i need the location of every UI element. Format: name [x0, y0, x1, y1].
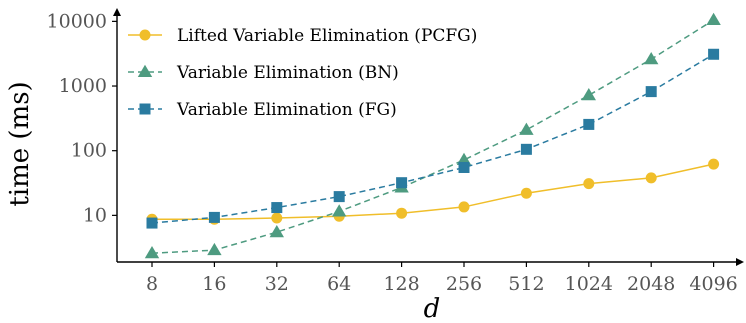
series-layer — [144, 12, 721, 259]
x-tick-label: 2048 — [627, 273, 675, 295]
series-3 — [146, 48, 720, 229]
data-point — [520, 143, 532, 155]
x-axis-title: d — [424, 294, 441, 323]
data-point — [583, 178, 595, 190]
data-point — [583, 118, 595, 130]
data-point — [144, 245, 160, 259]
data-point — [269, 224, 284, 238]
legend-marker — [139, 103, 151, 115]
y-tick-label: 10 — [83, 204, 107, 226]
data-point — [396, 207, 408, 219]
x-axis-arrow — [736, 258, 744, 266]
data-point — [456, 152, 472, 165]
legend-item: Lifted Variable Elimination (PCFG) — [128, 26, 477, 46]
y-tick-label: 1000 — [59, 75, 107, 97]
series-line — [151, 53, 714, 224]
data-point — [458, 201, 470, 213]
legend-label: Variable Elimination (FG) — [176, 100, 397, 120]
legend: Lifted Variable Elimination (PCFG) Variab… — [128, 26, 477, 120]
series-1 — [146, 158, 720, 225]
x-tick-label: 4096 — [689, 273, 737, 295]
x-tick-label: 32 — [265, 273, 289, 295]
x-tick-label: 128 — [383, 273, 419, 295]
y-axis-arrow — [113, 8, 121, 16]
x-tick-label: 1024 — [565, 273, 613, 295]
data-point — [458, 161, 470, 173]
series-line — [152, 163, 714, 221]
legend-item: Variable Elimination (BN) — [128, 63, 399, 83]
y-tick-label: 100 — [71, 140, 107, 162]
data-point — [333, 191, 345, 203]
data-point — [581, 88, 596, 101]
legend-marker — [137, 64, 153, 78]
x-tick-label: 512 — [508, 273, 544, 295]
data-point — [708, 48, 720, 60]
legend-item: Variable Elimination (FG) — [128, 100, 397, 120]
data-point — [645, 86, 657, 98]
data-point — [146, 217, 158, 229]
x-tick-label: 8 — [146, 273, 158, 295]
axes-layer — [113, 8, 744, 266]
data-point — [271, 212, 283, 224]
legend-label: Lifted Variable Elimination (PCFG) — [177, 26, 477, 46]
series-line — [151, 19, 714, 254]
series-2 — [144, 12, 721, 259]
x-tick-label: 256 — [446, 273, 482, 295]
x-tick-label: 64 — [327, 273, 351, 295]
y-axis-title: time (ms) — [5, 81, 35, 206]
x-tick-label: 16 — [202, 273, 226, 295]
data-point — [519, 122, 534, 135]
data-point — [207, 242, 222, 256]
legend-label: Variable Elimination (BN) — [176, 63, 399, 83]
data-point — [396, 177, 408, 189]
data-point — [708, 158, 720, 170]
y-tick-label: 10000 — [47, 10, 107, 32]
data-point — [645, 172, 657, 184]
ticks-layer: 8 16 32 64 128 256 512 1024 2048 4096 10 100 1000 100… — [47, 10, 738, 295]
data-point — [332, 204, 347, 217]
data-point — [706, 12, 721, 26]
legend-marker — [139, 29, 151, 41]
data-point — [271, 202, 283, 214]
data-point — [208, 211, 220, 223]
data-point — [520, 187, 532, 199]
data-point — [644, 51, 659, 65]
